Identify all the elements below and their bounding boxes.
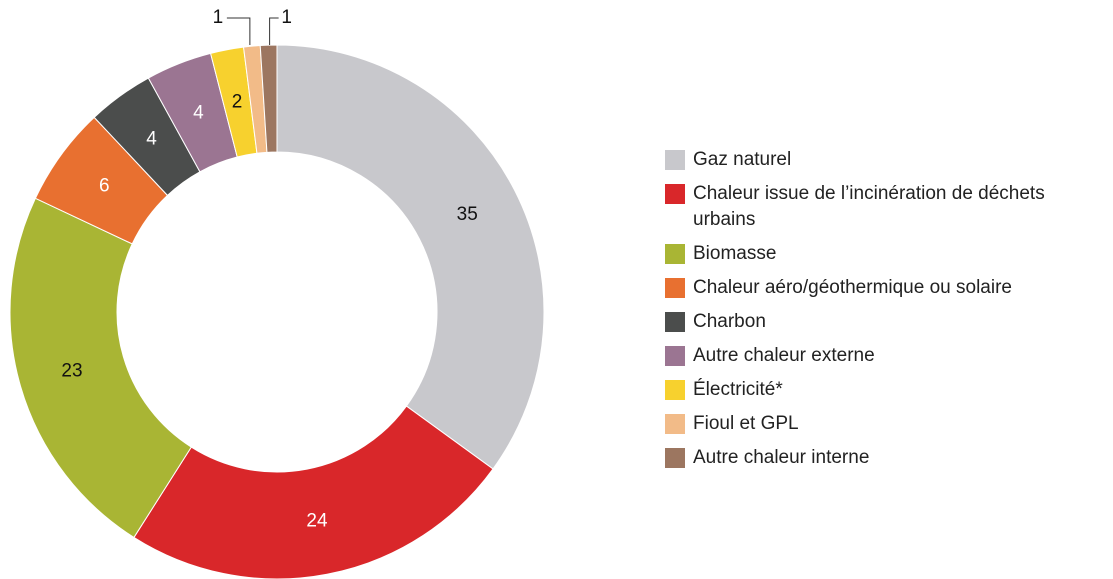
slice [9,197,192,539]
slice [133,405,494,579]
legend-item: Fioul et GPL [665,411,1085,437]
legend-item: Autre chaleur interne [665,445,1085,471]
legend-label: Autre chaleur externe [693,345,875,366]
legend-swatch [665,312,685,332]
slice-label: 1 [281,7,292,28]
legend-item: Autre chaleur externe [665,343,1085,369]
legend-item: Biomasse [665,241,1085,267]
slice-label: 6 [99,176,110,197]
legend-swatch [665,244,685,264]
legend-swatch [665,414,685,434]
slice [276,44,545,470]
legend-label: Chaleur aéro/géothermique ou solaire [693,277,1012,298]
legend-label: Fioul et GPL [693,413,799,434]
legend-swatch [665,380,685,400]
legend-swatch [665,278,685,298]
legend-swatch [665,448,685,468]
legend-label: Autre chaleur interne [693,447,870,468]
legend-item: Chaleur aéro/géothermique ou solaire [665,275,1085,301]
slice-label: 4 [146,128,157,149]
legend-label: Électricité* [693,379,783,400]
slice-label: 2 [232,91,243,112]
legend-item: Charbon [665,309,1085,335]
slice-label: 4 [193,103,204,124]
legend-label: Charbon [693,311,766,332]
legend-swatch [665,346,685,366]
slice-label: 35 [457,204,478,225]
legend-item: Chaleur issue de l’incinération de déche… [665,181,1085,233]
legend-label: Gaz naturel [693,149,792,170]
chart: 35 24 23 6 4 4 2 1 1 [9,7,545,579]
slice-label: 1 [213,7,224,28]
leader-line [269,17,279,45]
legend-item: Gaz naturel [665,147,1085,173]
legend-item: Électricité* [665,377,1085,403]
slice [259,44,278,153]
legend-swatch [665,150,685,170]
legend-swatch [665,184,685,204]
slice-label: 23 [61,361,82,382]
leader-line [226,17,251,45]
legend-label: Chaleur issue de l’incinération de déche… [693,183,1045,230]
legend: Gaz naturel Chaleur issue de l’incinérati… [665,147,1085,479]
slice-label: 24 [306,511,328,532]
legend-label: Biomasse [693,243,777,264]
